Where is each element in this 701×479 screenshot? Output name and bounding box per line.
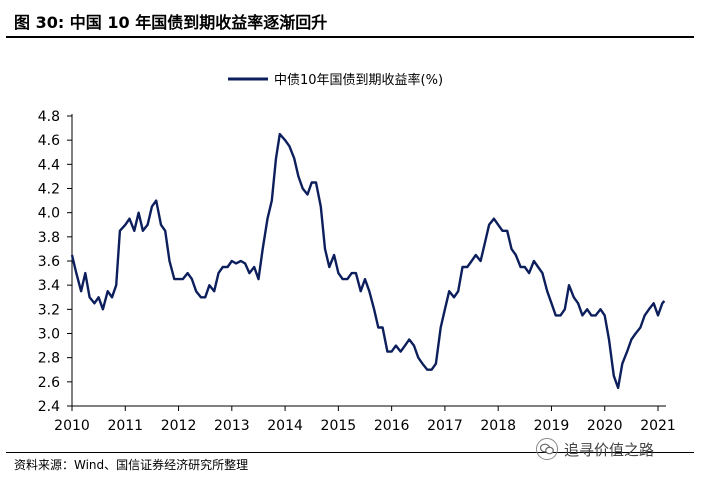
source-note: 资料来源：Wind、国信证券经济研究所整理 [14,458,249,472]
x-tick-label: 2011 [107,418,143,434]
footer-rule [6,452,694,453]
figure-title: 图 30: 中国 10 年国债到期收益率逐渐回升 [6,8,694,38]
y-tick-label: 4.4 [38,157,60,173]
y-tick-label: 4.6 [38,133,60,149]
series-layer [70,132,666,390]
y-tick-label: 4.8 [38,109,60,125]
y-tick-label: 3.2 [38,302,60,318]
watermark-text: 追寻价值之路 [564,440,655,459]
x-tick-label: 2020 [587,418,623,434]
y-axis: 2.4 2.6 2.8 3.0 3.2 3.4 3.6 3.8 4.0 4.2 4.4 4.6 4.8 [38,109,73,415]
y-tick-label: 3.6 [38,254,60,270]
yield-chart: 2.42.62.83.03.23.43.63.84.04.24.44.64.8 … [38,72,676,434]
wechat-icon [536,438,558,460]
x-tick-label: 2013 [214,418,250,434]
x-tick-label: 2019 [534,418,570,434]
series-line-0 [70,132,666,390]
y-tick-label: 2.4 [38,399,60,415]
x-tick-label: 2018 [480,418,516,434]
x-tick-label: 2015 [321,418,357,434]
y-tick-label: 3.0 [38,327,60,343]
y-tick-label: 4.2 [38,182,60,198]
y-tick-label: 3.8 [38,230,60,246]
x-tick-label: 2010 [54,418,90,434]
x-tick-label: 2017 [427,418,463,434]
x-tick-label: 2016 [374,418,410,434]
y-tick-label: 2.6 [38,375,60,391]
legend-label: 中债10年国债到期收益率(%) [274,72,443,88]
x-tick-label: 2014 [267,418,303,434]
legend: 中债10年国债到期收益率(%) [228,72,443,88]
x-tick-label: 2021 [640,418,676,434]
y-tick-label: 4.0 [38,206,60,222]
y-tick-label: 2.8 [38,351,60,367]
y-tick-label: 3.4 [38,278,60,294]
watermark: 追寻价值之路 [536,436,654,462]
x-tick-label: 2012 [161,418,197,434]
x-axis: 2010 2011 2012 2013 2014 2015 2016 2017 2018 2019… [54,405,676,434]
